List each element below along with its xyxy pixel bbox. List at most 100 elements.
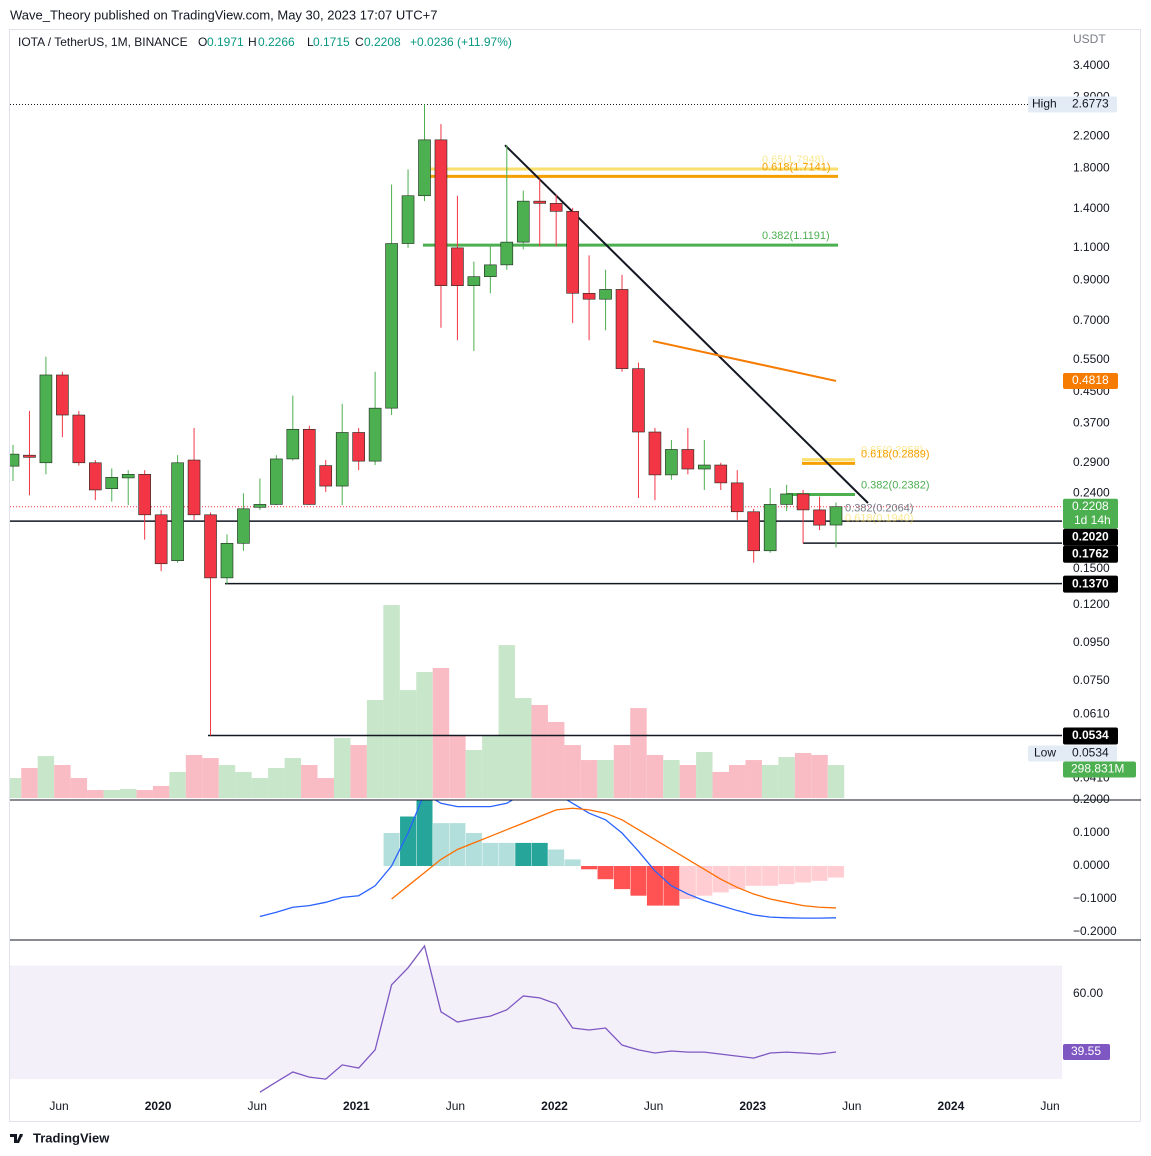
low-label-box xyxy=(1028,745,1117,762)
macd-tick-label: 0.2000 xyxy=(1073,792,1110,806)
volume-bar xyxy=(152,785,170,798)
candle-body xyxy=(72,414,86,464)
volume-bar xyxy=(580,760,598,798)
candle-body xyxy=(549,203,563,212)
ohlc-value: 0.1715 xyxy=(313,35,350,49)
y-tick-label: 0.0750 xyxy=(1073,673,1110,687)
fib-label: 0.382(0.2064) xyxy=(845,503,914,515)
fib-label: 0.382(1.1191) xyxy=(762,230,830,242)
ohlc-letter: O xyxy=(198,35,207,49)
volume-label-box xyxy=(1063,761,1136,778)
level-label-box xyxy=(1063,528,1118,546)
volume-bar xyxy=(761,765,779,798)
candle-body xyxy=(237,508,250,544)
candle-body xyxy=(813,509,826,526)
brand: TradingView xyxy=(33,1130,110,1145)
candle-body xyxy=(829,506,843,526)
candle-body xyxy=(566,211,579,294)
candle-body xyxy=(780,493,793,505)
candle-body xyxy=(516,200,530,243)
rsi-panel xyxy=(10,965,1062,1080)
y-tick-label: 0.1500 xyxy=(1073,561,1110,575)
volume-bar xyxy=(136,790,153,798)
macd-histogram xyxy=(400,816,417,867)
macd-histogram xyxy=(745,866,762,886)
level-label: 0.1762 xyxy=(1072,546,1109,560)
candle-body xyxy=(665,449,678,476)
high-label-box xyxy=(1028,96,1117,113)
y-tick-label: 0.1200 xyxy=(1073,597,1110,611)
level-label-box xyxy=(1063,727,1118,745)
x-tick-label: Jun xyxy=(49,1099,68,1113)
volume-bar xyxy=(54,765,71,798)
macd-tick-label: 0.0000 xyxy=(1073,858,1110,872)
volume-bar xyxy=(729,765,746,798)
volume-bar xyxy=(119,788,137,798)
volume-bar xyxy=(235,771,252,798)
axis-unit: USDT xyxy=(1073,32,1106,46)
candle-body xyxy=(730,482,744,513)
candle-body xyxy=(187,459,201,516)
x-tick-label: Jun xyxy=(446,1099,465,1113)
candle-body xyxy=(23,454,36,458)
ohlc-letter: C xyxy=(355,35,364,49)
high-label: 2.6773 xyxy=(1072,97,1109,111)
macd-histogram xyxy=(548,849,565,867)
level-label-box xyxy=(1063,545,1118,563)
y-tick-label: 1.1000 xyxy=(1073,240,1110,254)
y-tick-label: 0.3700 xyxy=(1073,416,1110,430)
macd-histogram xyxy=(811,866,828,881)
macd-histogram xyxy=(383,833,400,867)
rsi-band xyxy=(10,965,1062,1080)
volume-bar xyxy=(679,765,697,798)
volume-bar xyxy=(37,756,55,798)
y-tick-label: 0.7000 xyxy=(1073,313,1110,327)
x-tick-label: Jun xyxy=(248,1099,267,1113)
macd-histogram xyxy=(646,866,663,906)
rsi-label: 39.55 xyxy=(1071,1044,1101,1058)
candle-body xyxy=(648,431,662,476)
fib-label: 0.65(0.2958) xyxy=(861,444,923,456)
rsi-line xyxy=(259,944,837,1093)
candle-body xyxy=(796,493,810,511)
y-tick-label: 0.0950 xyxy=(1073,635,1110,649)
candle-body xyxy=(89,462,102,491)
last-price-box xyxy=(1063,498,1118,529)
level-label: 0.1370 xyxy=(1072,576,1109,590)
macd-histogram xyxy=(696,866,713,896)
candle-body xyxy=(698,464,711,470)
x-tick-label: 2023 xyxy=(739,1099,766,1113)
fib-label: 0.382(0.2382) xyxy=(861,479,930,491)
volume-bar xyxy=(613,745,631,798)
low-label: 0.0534 xyxy=(1072,746,1109,760)
macd-histogram xyxy=(432,823,449,867)
high-label: High xyxy=(1032,97,1057,111)
macd-histogram xyxy=(597,866,614,880)
candle-body xyxy=(319,465,333,487)
y-tick-label: 0.5500 xyxy=(1073,352,1110,366)
volume-bar xyxy=(432,668,450,798)
candle-body xyxy=(368,407,382,462)
volume-bar xyxy=(547,721,565,798)
candle-body xyxy=(747,511,761,552)
x-tick-label: 2020 xyxy=(145,1099,172,1113)
macd-panel xyxy=(259,800,844,919)
candle-body xyxy=(599,289,612,300)
ohlc-value: 0.2266 xyxy=(258,35,295,49)
volume-bar xyxy=(712,771,730,798)
volume-bar xyxy=(383,605,400,798)
candle-body xyxy=(632,368,645,433)
y-tick-label: 3.4000 xyxy=(1073,58,1110,72)
candle-body xyxy=(121,474,135,479)
volume-bar xyxy=(10,778,22,798)
candle-body xyxy=(302,428,316,505)
publisher: Wave_Theory published on TradingView.com… xyxy=(10,7,437,22)
candle-body xyxy=(10,453,20,467)
level-label-box xyxy=(1063,575,1118,593)
rsi-lines xyxy=(259,944,837,1093)
volume-bar xyxy=(531,704,548,798)
volume-bar xyxy=(185,754,203,798)
level-label: 0.2020 xyxy=(1072,529,1109,543)
macd-histogram xyxy=(581,866,598,870)
macd-line xyxy=(259,800,837,919)
